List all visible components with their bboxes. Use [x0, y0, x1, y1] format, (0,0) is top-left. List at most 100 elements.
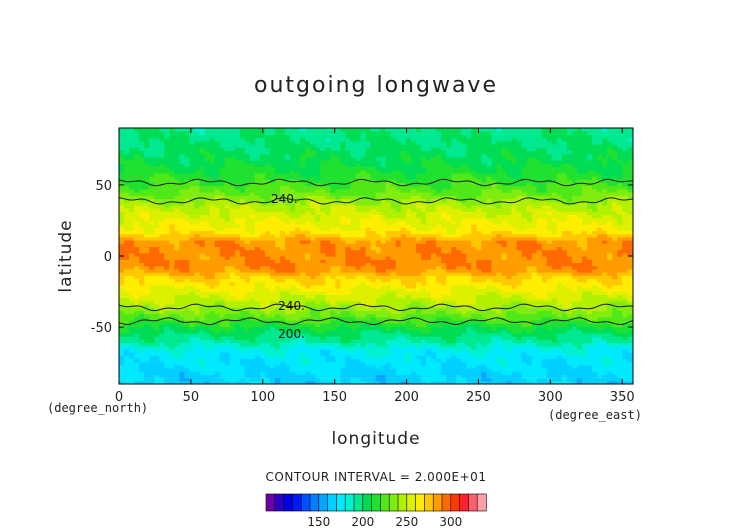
heatmap-cell	[194, 374, 201, 379]
heatmap-cell	[179, 374, 186, 379]
heatmap-cell	[280, 288, 286, 292]
heatmap-cell	[355, 291, 362, 295]
heatmap-cell	[425, 323, 432, 327]
heatmap-cell	[571, 326, 578, 331]
heatmap-cell	[476, 323, 482, 327]
heatmap-cell	[420, 377, 427, 382]
heatmap-cell	[461, 374, 467, 379]
heatmap-cell	[199, 336, 206, 340]
heatmap-cell	[415, 358, 422, 363]
heatmap-cell	[249, 316, 256, 321]
heatmap-cell	[461, 323, 467, 327]
heatmap-cell	[415, 368, 422, 372]
heatmap-cell	[209, 300, 216, 305]
heatmap-cell	[224, 336, 231, 340]
heatmap-cell	[144, 336, 150, 340]
heatmap-cell	[189, 364, 196, 369]
heatmap-cell	[264, 358, 271, 363]
heatmap-cell	[375, 307, 382, 311]
heatmap-cell	[174, 329, 180, 334]
heatmap-cell	[300, 358, 306, 363]
heatmap-cell	[400, 352, 407, 356]
heatmap-cell	[430, 368, 437, 372]
heatmap-cell	[370, 294, 377, 299]
heatmap-cell	[239, 300, 246, 305]
heatmap-cell	[184, 368, 191, 372]
heatmap-cell	[280, 336, 286, 340]
heatmap-cell	[370, 368, 377, 372]
heatmap-cell	[576, 332, 583, 337]
heatmap-cell	[259, 374, 266, 379]
heatmap-cell	[144, 377, 150, 382]
heatmap-cell	[310, 329, 316, 334]
heatmap-cell	[551, 304, 558, 308]
heatmap-cell	[617, 326, 623, 331]
heatmap-cell	[214, 361, 221, 366]
heatmap-cell	[194, 371, 201, 375]
heatmap-cell	[617, 355, 623, 359]
heatmap-cell	[446, 300, 452, 305]
heatmap-cell	[566, 313, 573, 318]
heatmap-cell	[395, 323, 402, 327]
heatmap-cell	[375, 374, 382, 379]
heatmap-cell	[149, 339, 155, 343]
heatmap-cell	[607, 307, 613, 311]
heatmap-cell	[531, 339, 538, 343]
heatmap-cell	[395, 348, 402, 353]
heatmap-cell	[259, 316, 266, 321]
heatmap-cell	[566, 348, 573, 353]
heatmap-cell	[325, 336, 331, 340]
heatmap-cell	[154, 329, 160, 334]
heatmap-cell	[491, 291, 498, 295]
heatmap-cell	[199, 297, 206, 302]
heatmap-cell	[139, 371, 145, 375]
heatmap-cell	[139, 288, 145, 292]
heatmap-cell	[586, 304, 593, 308]
heatmap-cell	[360, 326, 367, 331]
heatmap-cell	[219, 313, 226, 318]
heatmap-cell	[395, 371, 402, 375]
heatmap-cell	[486, 329, 492, 334]
heatmap-cell	[476, 371, 482, 375]
heatmap-cell	[602, 374, 608, 379]
heatmap-cell	[556, 320, 563, 324]
heatmap-cell	[546, 320, 553, 324]
heatmap-cell	[199, 316, 206, 321]
heatmap-cell	[506, 288, 513, 292]
heatmap-cell	[330, 297, 336, 302]
heatmap-cell	[275, 355, 281, 359]
heatmap-cell	[602, 355, 608, 359]
heatmap-cell	[174, 342, 180, 347]
heatmap-cell	[400, 339, 407, 343]
heatmap-cell	[612, 374, 618, 379]
heatmap-cell	[254, 326, 261, 331]
heatmap-cell	[219, 339, 226, 343]
heatmap-cell	[275, 364, 281, 369]
heatmap-cell	[330, 348, 336, 353]
heatmap-cell	[219, 380, 226, 384]
heatmap-cell	[219, 336, 226, 340]
heatmap-cell	[526, 368, 533, 372]
heatmap-cell	[481, 345, 487, 350]
heatmap-cell	[300, 364, 306, 369]
heatmap-cell	[264, 323, 271, 327]
heatmap-cell	[466, 352, 472, 356]
heatmap-cell	[516, 377, 523, 382]
heatmap-cell	[385, 294, 392, 299]
heatmap-cell	[481, 336, 487, 340]
color-fill-bands	[119, 128, 633, 384]
heatmap-cell	[189, 294, 196, 299]
heatmap-cell	[345, 352, 352, 356]
heatmap-cell	[159, 310, 165, 315]
heatmap-cell	[536, 345, 543, 350]
heatmap-cell	[551, 339, 558, 343]
heatmap-cell	[571, 332, 578, 337]
heatmap-cell	[159, 323, 165, 327]
heatmap-cell	[129, 377, 135, 382]
heatmap-cell	[561, 380, 568, 384]
heatmap-cell	[441, 348, 447, 353]
heatmap-cell	[526, 377, 533, 382]
heatmap-cell	[169, 304, 175, 308]
heatmap-cell	[345, 323, 352, 327]
heatmap-cell	[566, 304, 573, 308]
